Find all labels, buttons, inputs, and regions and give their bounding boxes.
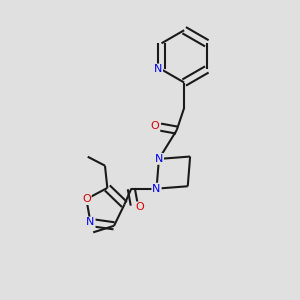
Text: O: O — [82, 194, 91, 204]
Text: N: N — [154, 64, 162, 74]
Text: N: N — [86, 218, 95, 227]
Text: N: N — [155, 154, 163, 164]
Text: O: O — [135, 202, 144, 212]
Text: N: N — [152, 184, 161, 194]
Text: O: O — [151, 121, 159, 131]
